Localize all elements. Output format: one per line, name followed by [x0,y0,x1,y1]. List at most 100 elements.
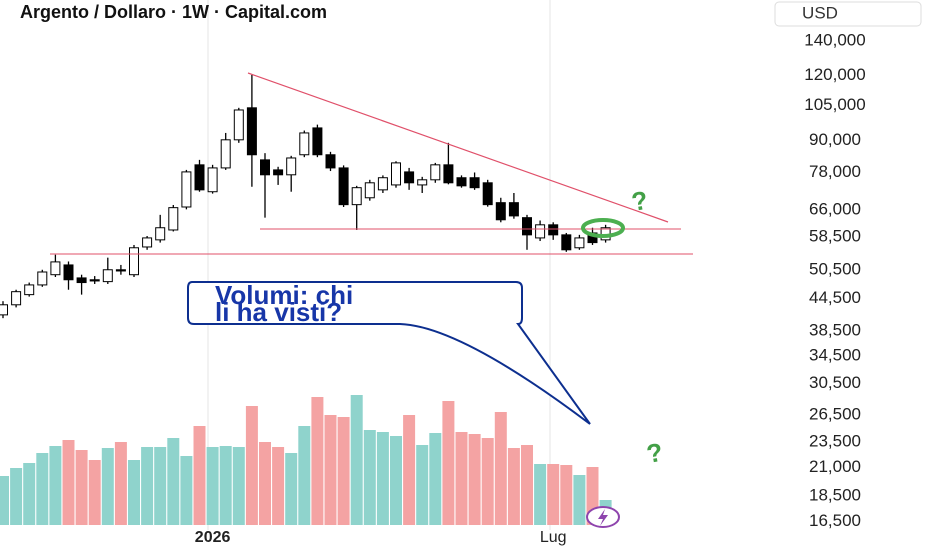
drawings: Volumi: chi li ha visti? ? ? [50,72,693,528]
candle-body [233,109,244,141]
volume-bar [154,447,167,525]
y-tick-label: 21,000 [809,457,861,476]
callout-box [187,281,591,425]
y-tick-label: 18,500 [809,485,861,504]
volume-bar [350,395,363,525]
y-tick-label: 50,500 [809,260,861,279]
y-tick-label: 38,500 [809,321,861,340]
volume-bar [23,463,36,525]
candle-body [325,154,336,169]
volume-bar [49,446,62,525]
currency: USD [802,3,838,22]
candle-body [50,261,61,276]
y-tick-label: 90,000 [809,130,861,149]
volume-bar [88,460,101,525]
flash-icon [586,506,620,528]
candle-body [443,164,454,184]
candle-body [273,169,284,176]
y-tick-label: 120,000 [804,65,865,84]
volume-bar [10,468,23,525]
y-tick-label: 30,500 [809,373,861,392]
candle-body [220,139,231,169]
volume-bar [128,460,140,525]
candle-body [417,179,428,186]
x-tick-label: 2026 [195,529,231,546]
volume-bar [324,415,337,525]
candle-body [0,304,8,316]
y-tick-label: 16,500 [809,511,861,530]
x-tick-label: Lug [540,529,567,546]
volume-bar [390,436,402,525]
candle-body [482,182,493,206]
candle-body [495,202,506,221]
y-tick-label: 78,000 [809,162,861,181]
candle-body [404,171,415,184]
chart-title: Argento / Dollaro · 1W · Capital.com [20,2,327,22]
volume-bar [507,448,520,525]
candle-body [63,264,74,281]
volume-bar [62,440,75,525]
y-tick-label: 26,500 [809,405,861,424]
candle-body [430,164,441,181]
candle-body [102,269,113,283]
volume-pane [0,395,612,525]
candle-body [391,162,401,186]
callout-text: li ha visti? [215,297,342,327]
candle-body [260,159,270,176]
candle-body [89,279,100,282]
volume-bar [206,447,219,525]
volume-bar [101,448,114,525]
volume-bar [376,432,389,525]
y-tick-label: 34,500 [809,345,861,364]
candle-body [194,164,205,191]
volume-bar [219,446,232,525]
volume-bar [141,447,154,525]
question-mark: ? [629,185,650,217]
candle-body [469,177,480,189]
candle-body [24,284,35,296]
candle-body [207,167,218,193]
y-tick-label: 105,000 [804,95,865,114]
candle-body [522,217,532,236]
volume-bar [285,453,298,525]
callout-text: Volumi: chi [215,280,353,310]
candle-body [11,291,22,306]
candle-body [246,107,257,156]
volume-bar [259,442,271,525]
volume-bar [298,426,311,525]
volume-bar [180,456,193,525]
y-tick-label: 66,000 [809,200,861,219]
candle-body [377,177,388,191]
candle-body [548,224,559,236]
volume-bar [534,464,547,525]
volume-bar [232,447,245,525]
volume-bar [272,447,285,525]
highlight-ellipse [581,218,625,238]
currency-box [774,1,922,27]
volume-bar [573,475,586,525]
trend-line [247,72,669,223]
candle-body [181,171,192,208]
candle-body [76,277,87,284]
candle-body [115,269,126,272]
volume-bar [560,465,573,525]
volume-bar [245,406,258,525]
volume-bar [75,450,88,525]
candle-body [535,224,546,239]
candle-body [312,127,323,156]
volume-bar [547,464,560,525]
candle-body [129,247,139,276]
volume-bar [416,445,429,525]
candle-body [142,237,153,248]
volume-bar [337,417,350,525]
candle-body [351,187,362,206]
volume-bar [521,445,533,525]
candle-body [561,234,572,251]
candle-body [299,132,310,156]
volume-bar [311,397,324,525]
volume-bar [363,430,376,525]
candle-body [286,157,297,176]
question-mark: ? [644,437,665,469]
volume-bar [114,442,127,525]
